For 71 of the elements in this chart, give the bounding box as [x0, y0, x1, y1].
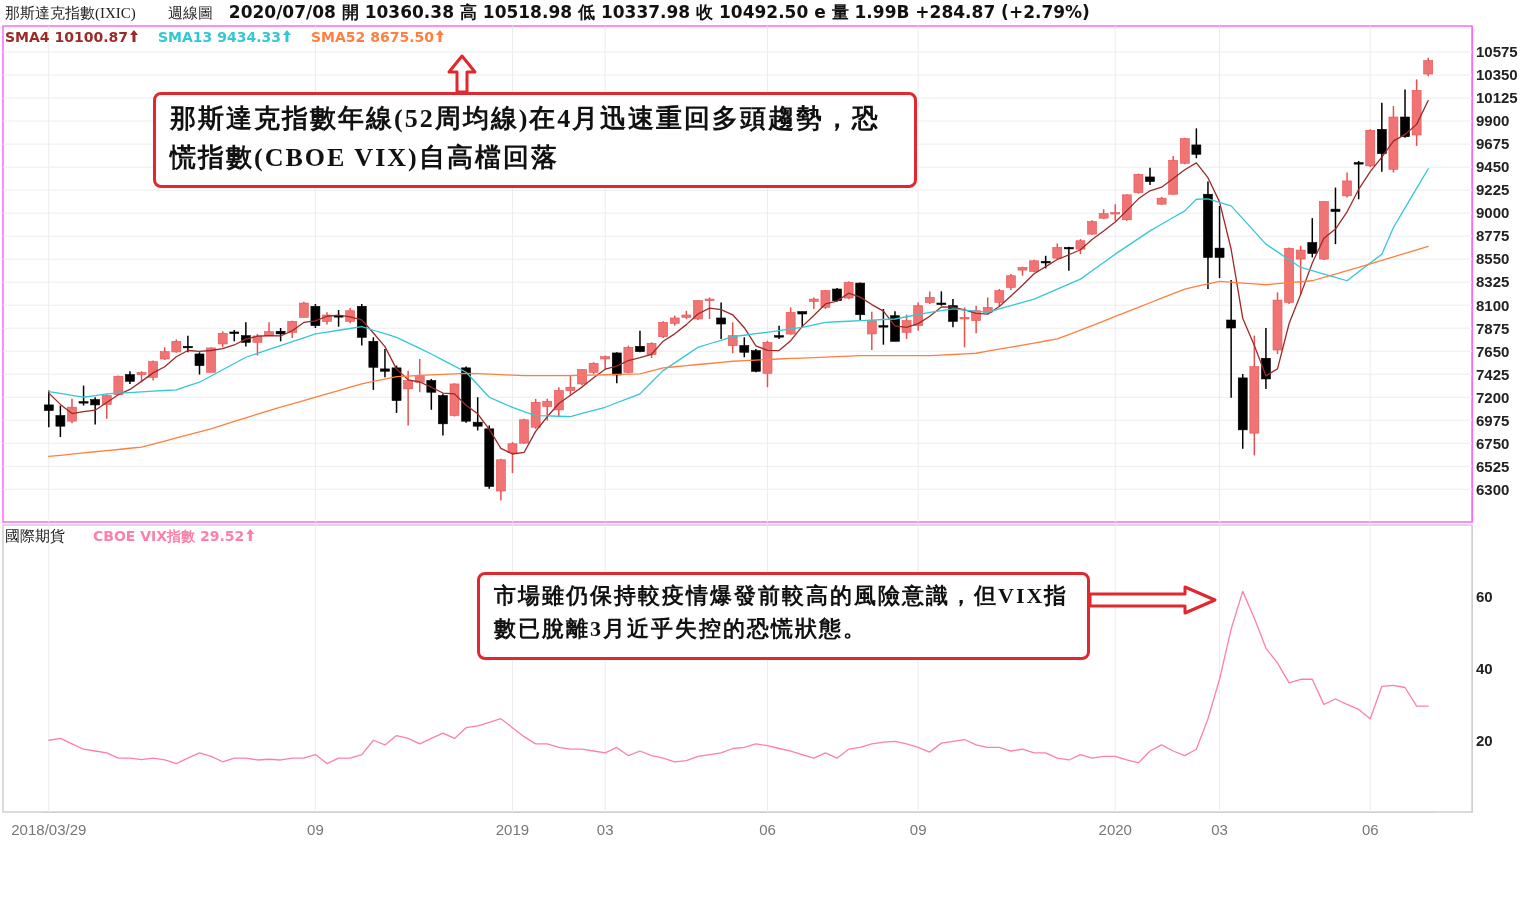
y-tick-label: 40	[1476, 659, 1493, 677]
candlestick	[727, 321, 738, 355]
candlestick	[1261, 327, 1271, 390]
y-tick-label: 6300	[1476, 480, 1510, 498]
candlestick	[414, 358, 425, 393]
candlestick	[774, 324, 784, 340]
candlestick	[1330, 186, 1341, 245]
y-tick-label: 8325	[1476, 273, 1510, 291]
y-tick-label: 9450	[1476, 158, 1510, 176]
candlestick	[472, 396, 483, 432]
candlestick	[1353, 160, 1364, 200]
chart-title: 那斯達克指數(IXIC)	[5, 5, 136, 22]
y-tick-label: 8775	[1476, 227, 1510, 245]
y-tick-label: 7200	[1476, 388, 1510, 406]
x-tick-label: 09	[307, 820, 324, 838]
candlestick	[739, 336, 750, 358]
y-tick-label: 9225	[1476, 181, 1510, 199]
y-tick-label: 10575	[1476, 43, 1518, 61]
candlestick	[55, 404, 66, 438]
y-tick-label: 7650	[1476, 342, 1510, 360]
line-series	[48, 245, 1429, 458]
candlestick	[44, 389, 54, 428]
candlestick	[1226, 279, 1236, 399]
y-tick-label: 6975	[1476, 411, 1510, 429]
x-tick-label: 06	[759, 820, 776, 838]
x-tick-label: 03	[596, 820, 614, 838]
x-tick-label: 2018/03/29	[11, 820, 87, 838]
y-tick-label: 9675	[1476, 135, 1510, 153]
y-tick-label: 8550	[1476, 250, 1510, 268]
candlestick	[67, 398, 77, 424]
candlestick	[1295, 245, 1306, 295]
y-tick-label: 20	[1476, 731, 1493, 749]
candlestick	[426, 378, 437, 411]
y-tick-label: 10125	[1476, 89, 1518, 107]
annotation: 市場雖仍保持較疫情爆發前較高的風險意識，但VIX指數已脫離3月近乎失控的恐慌狀態。	[477, 572, 1090, 660]
candlestick	[310, 303, 321, 329]
x-tick-label: 2019	[495, 820, 530, 838]
annotation: 那斯達克指數年線(52周均線)在4月迅速重回多頭趨勢，恐慌指數(CBOE VIX)自高檔回落	[153, 92, 917, 188]
candlestick	[1423, 57, 1433, 78]
x-tick-label: 2020	[1098, 820, 1132, 838]
x-tick-label: 06	[1361, 820, 1379, 838]
y-tick-label: 9900	[1476, 112, 1510, 130]
candlestick	[716, 301, 726, 340]
legend-label: CBOE VIX指數 29.52	[93, 528, 245, 544]
candlestick	[1307, 217, 1318, 259]
legend-label: SMA13 9434.33	[157, 29, 281, 45]
y-tick-label: 6750	[1476, 434, 1510, 452]
candlestick	[611, 351, 622, 384]
x-tick-label: 09	[909, 820, 927, 838]
legend-label: SMA4 10100.87	[5, 29, 128, 45]
text: 2020/07/08 開 10360.38 高 10518.98 低 10337.98 收 10492.50 e 量 1.99B +284.87 (+2.79%)	[228, 2, 1090, 22]
y-tick-label: 8100	[1476, 296, 1510, 314]
x-tick-label: 03	[1211, 820, 1228, 838]
y-tick-label: 9000	[1476, 204, 1510, 222]
candlestick	[1191, 127, 1202, 159]
candlestick	[1342, 171, 1352, 199]
y-tick-label: 6525	[1476, 457, 1510, 475]
candlestick	[403, 369, 413, 427]
candlestick	[1400, 88, 1410, 139]
y-tick-label: 7875	[1476, 319, 1510, 337]
candlestick	[194, 351, 205, 376]
legend-label: SMA52 8675.50	[310, 29, 435, 45]
y-tick-label: 7425	[1476, 365, 1510, 383]
chart-title: 國際期貨	[5, 528, 65, 544]
line-series	[48, 99, 1429, 455]
y-tick-label: 60	[1476, 588, 1493, 606]
y-tick-label: 10350	[1476, 66, 1518, 84]
candlestick	[183, 334, 193, 354]
chart-subtitle: 週線圖	[167, 5, 213, 21]
candlestick	[785, 306, 796, 336]
candlestick	[867, 310, 877, 351]
